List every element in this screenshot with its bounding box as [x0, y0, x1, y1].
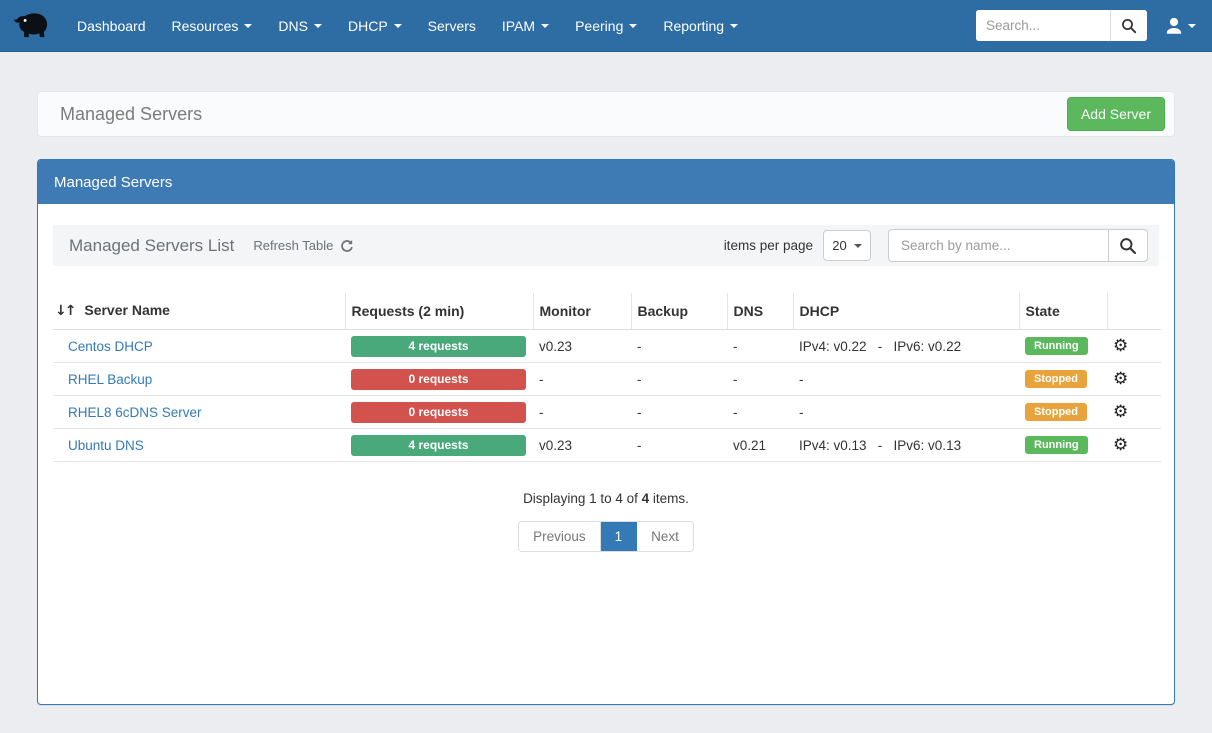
table-header-row: ↓↑ Server Name Requests (2 min) Monitor … [53, 293, 1161, 330]
monitor-cell: v0.23 [533, 329, 631, 363]
server-name-link[interactable]: Centos DHCP [68, 338, 153, 354]
dns-cell: - [727, 395, 793, 429]
server-name-link[interactable]: RHEL8 6cDNS Server [68, 404, 202, 420]
dns-cell: v0.21 [727, 428, 793, 462]
refresh-icon [341, 239, 354, 252]
table-row: Ubuntu DNS 4 requests v0.23 - v0.21 IPv4… [53, 428, 1161, 462]
column-state: State [1019, 293, 1108, 330]
search-icon [1122, 18, 1137, 33]
brand-logo[interactable] [0, 0, 64, 52]
sort-icon: ↓↑ [55, 303, 77, 319]
gear-icon[interactable]: ⚙ [1113, 434, 1129, 455]
table-row: Centos DHCP 4 requests v0.23 - - IPv4: v… [53, 329, 1161, 363]
requests-bar: 0 requests [351, 368, 526, 390]
gear-icon[interactable]: ⚙ [1113, 335, 1129, 356]
items-per-page-select[interactable]: 20 [823, 230, 871, 261]
list-title: Managed Servers List [69, 235, 235, 255]
column-monitor: Monitor [533, 293, 632, 330]
nav-item-servers[interactable]: Servers [427, 17, 476, 34]
nav-item-dns[interactable]: DNS [265, 0, 335, 51]
column-requests: Requests (2 min) [345, 293, 534, 330]
search-icon [1120, 237, 1137, 254]
refresh-table-button[interactable]: Refresh Table [253, 238, 354, 253]
items-per-page-label: items per page [723, 238, 813, 253]
chevron-down-icon [853, 243, 862, 248]
column-dhcp: DHCP [793, 293, 1020, 330]
global-search-group [976, 10, 1147, 41]
results-summary: Displaying 1 to 4 of 4 items. [523, 491, 689, 506]
add-server-button[interactable]: Add Server [1066, 97, 1165, 131]
top-navbar: Dashboard Resources DNS DHCP Servers IPA… [0, 0, 1212, 52]
table-toolbar: Managed Servers List Refresh Table items… [53, 225, 1159, 266]
global-search-input[interactable] [976, 10, 1110, 41]
page-header: Managed Servers Add Server [37, 91, 1175, 137]
state-badge: Stopped [1025, 370, 1087, 388]
server-name-link[interactable]: RHEL Backup [68, 371, 153, 387]
requests-bar: 4 requests [351, 335, 526, 357]
pagination-next[interactable]: Next [637, 522, 693, 551]
monitor-cell: - [533, 362, 631, 396]
dhcp-cell: - [793, 395, 1019, 429]
refresh-label: Refresh Table [253, 238, 334, 253]
gear-icon[interactable]: ⚙ [1113, 368, 1129, 389]
backup-cell: - [631, 329, 727, 363]
chevron-down-icon [313, 23, 322, 28]
chevron-down-icon [393, 23, 402, 28]
backup-cell: - [631, 362, 727, 396]
state-badge: Running [1025, 337, 1088, 355]
requests-bar: 4 requests [351, 434, 526, 456]
chevron-down-icon [730, 23, 739, 28]
server-name-link[interactable]: Ubuntu DNS [68, 437, 144, 453]
table-row: RHEL8 6cDNS Server 0 requests - - - - St… [53, 395, 1161, 429]
pagination: Previous 1 Next [518, 521, 694, 552]
nav-item-reporting[interactable]: Reporting [650, 0, 751, 51]
backup-cell: - [631, 428, 727, 462]
chevron-down-icon [1188, 23, 1196, 28]
chevron-down-icon [629, 23, 638, 28]
items-per-page-value: 20 [832, 238, 847, 253]
name-search-input[interactable] [888, 229, 1108, 262]
dhcp-cell: - [793, 362, 1019, 396]
nav-item-resources[interactable]: Resources [159, 0, 266, 51]
gear-icon[interactable]: ⚙ [1113, 401, 1129, 422]
state-badge: Running [1025, 436, 1088, 454]
pagination-page-1[interactable]: 1 [600, 522, 638, 551]
table-row: RHEL Backup 0 requests - - - - Stopped ⚙ [53, 362, 1161, 396]
column-backup: Backup [631, 293, 728, 330]
column-dns: DNS [727, 293, 794, 330]
requests-bar: 0 requests [351, 401, 526, 423]
elephant-logo [13, 12, 48, 37]
name-search-button[interactable] [1108, 229, 1148, 262]
user-icon [1166, 17, 1182, 34]
dns-cell: - [727, 329, 793, 363]
nav-item-ipam[interactable]: IPAM [489, 0, 562, 51]
nav-item-dhcp[interactable]: DHCP [335, 0, 415, 51]
servers-table: ↓↑ Server Name Requests (2 min) Monitor … [53, 293, 1161, 462]
dns-cell: - [727, 362, 793, 396]
chevron-down-icon [244, 23, 253, 28]
global-search-button[interactable] [1110, 10, 1147, 41]
column-actions [1107, 293, 1161, 330]
nav-item-dashboard[interactable]: Dashboard [77, 17, 146, 34]
dhcp-cell: IPv4: v0.22 - IPv6: v0.22 [793, 329, 1019, 363]
chevron-down-icon [541, 23, 550, 28]
user-menu[interactable] [1164, 16, 1196, 36]
nav-item-peering[interactable]: Peering [562, 0, 650, 51]
panel-heading: Managed Servers [38, 160, 1174, 204]
main-navigation: Dashboard Resources DNS DHCP Servers IPA… [64, 0, 751, 51]
column-server-name[interactable]: ↓↑ Server Name [53, 293, 346, 330]
managed-servers-panel: Managed Servers Managed Servers List Ref… [37, 159, 1175, 705]
monitor-cell: v0.23 [533, 428, 631, 462]
state-badge: Stopped [1025, 403, 1087, 421]
table-body: Centos DHCP 4 requests v0.23 - - IPv4: v… [53, 329, 1161, 462]
pagination-previous[interactable]: Previous [519, 522, 601, 551]
dhcp-cell: IPv4: v0.13 - IPv6: v0.13 [793, 428, 1019, 462]
monitor-cell: - [533, 395, 631, 429]
page-title: Managed Servers [60, 103, 203, 124]
backup-cell: - [631, 395, 727, 429]
